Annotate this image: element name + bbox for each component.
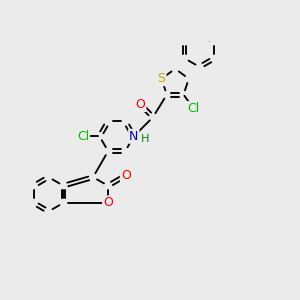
Text: O: O: [136, 98, 146, 111]
Text: H: H: [140, 134, 149, 144]
Text: O: O: [103, 196, 113, 209]
Text: Cl: Cl: [188, 102, 200, 115]
Text: N: N: [129, 130, 139, 143]
Text: S: S: [158, 72, 166, 85]
Text: O: O: [121, 169, 131, 182]
Text: Cl: Cl: [77, 130, 89, 143]
